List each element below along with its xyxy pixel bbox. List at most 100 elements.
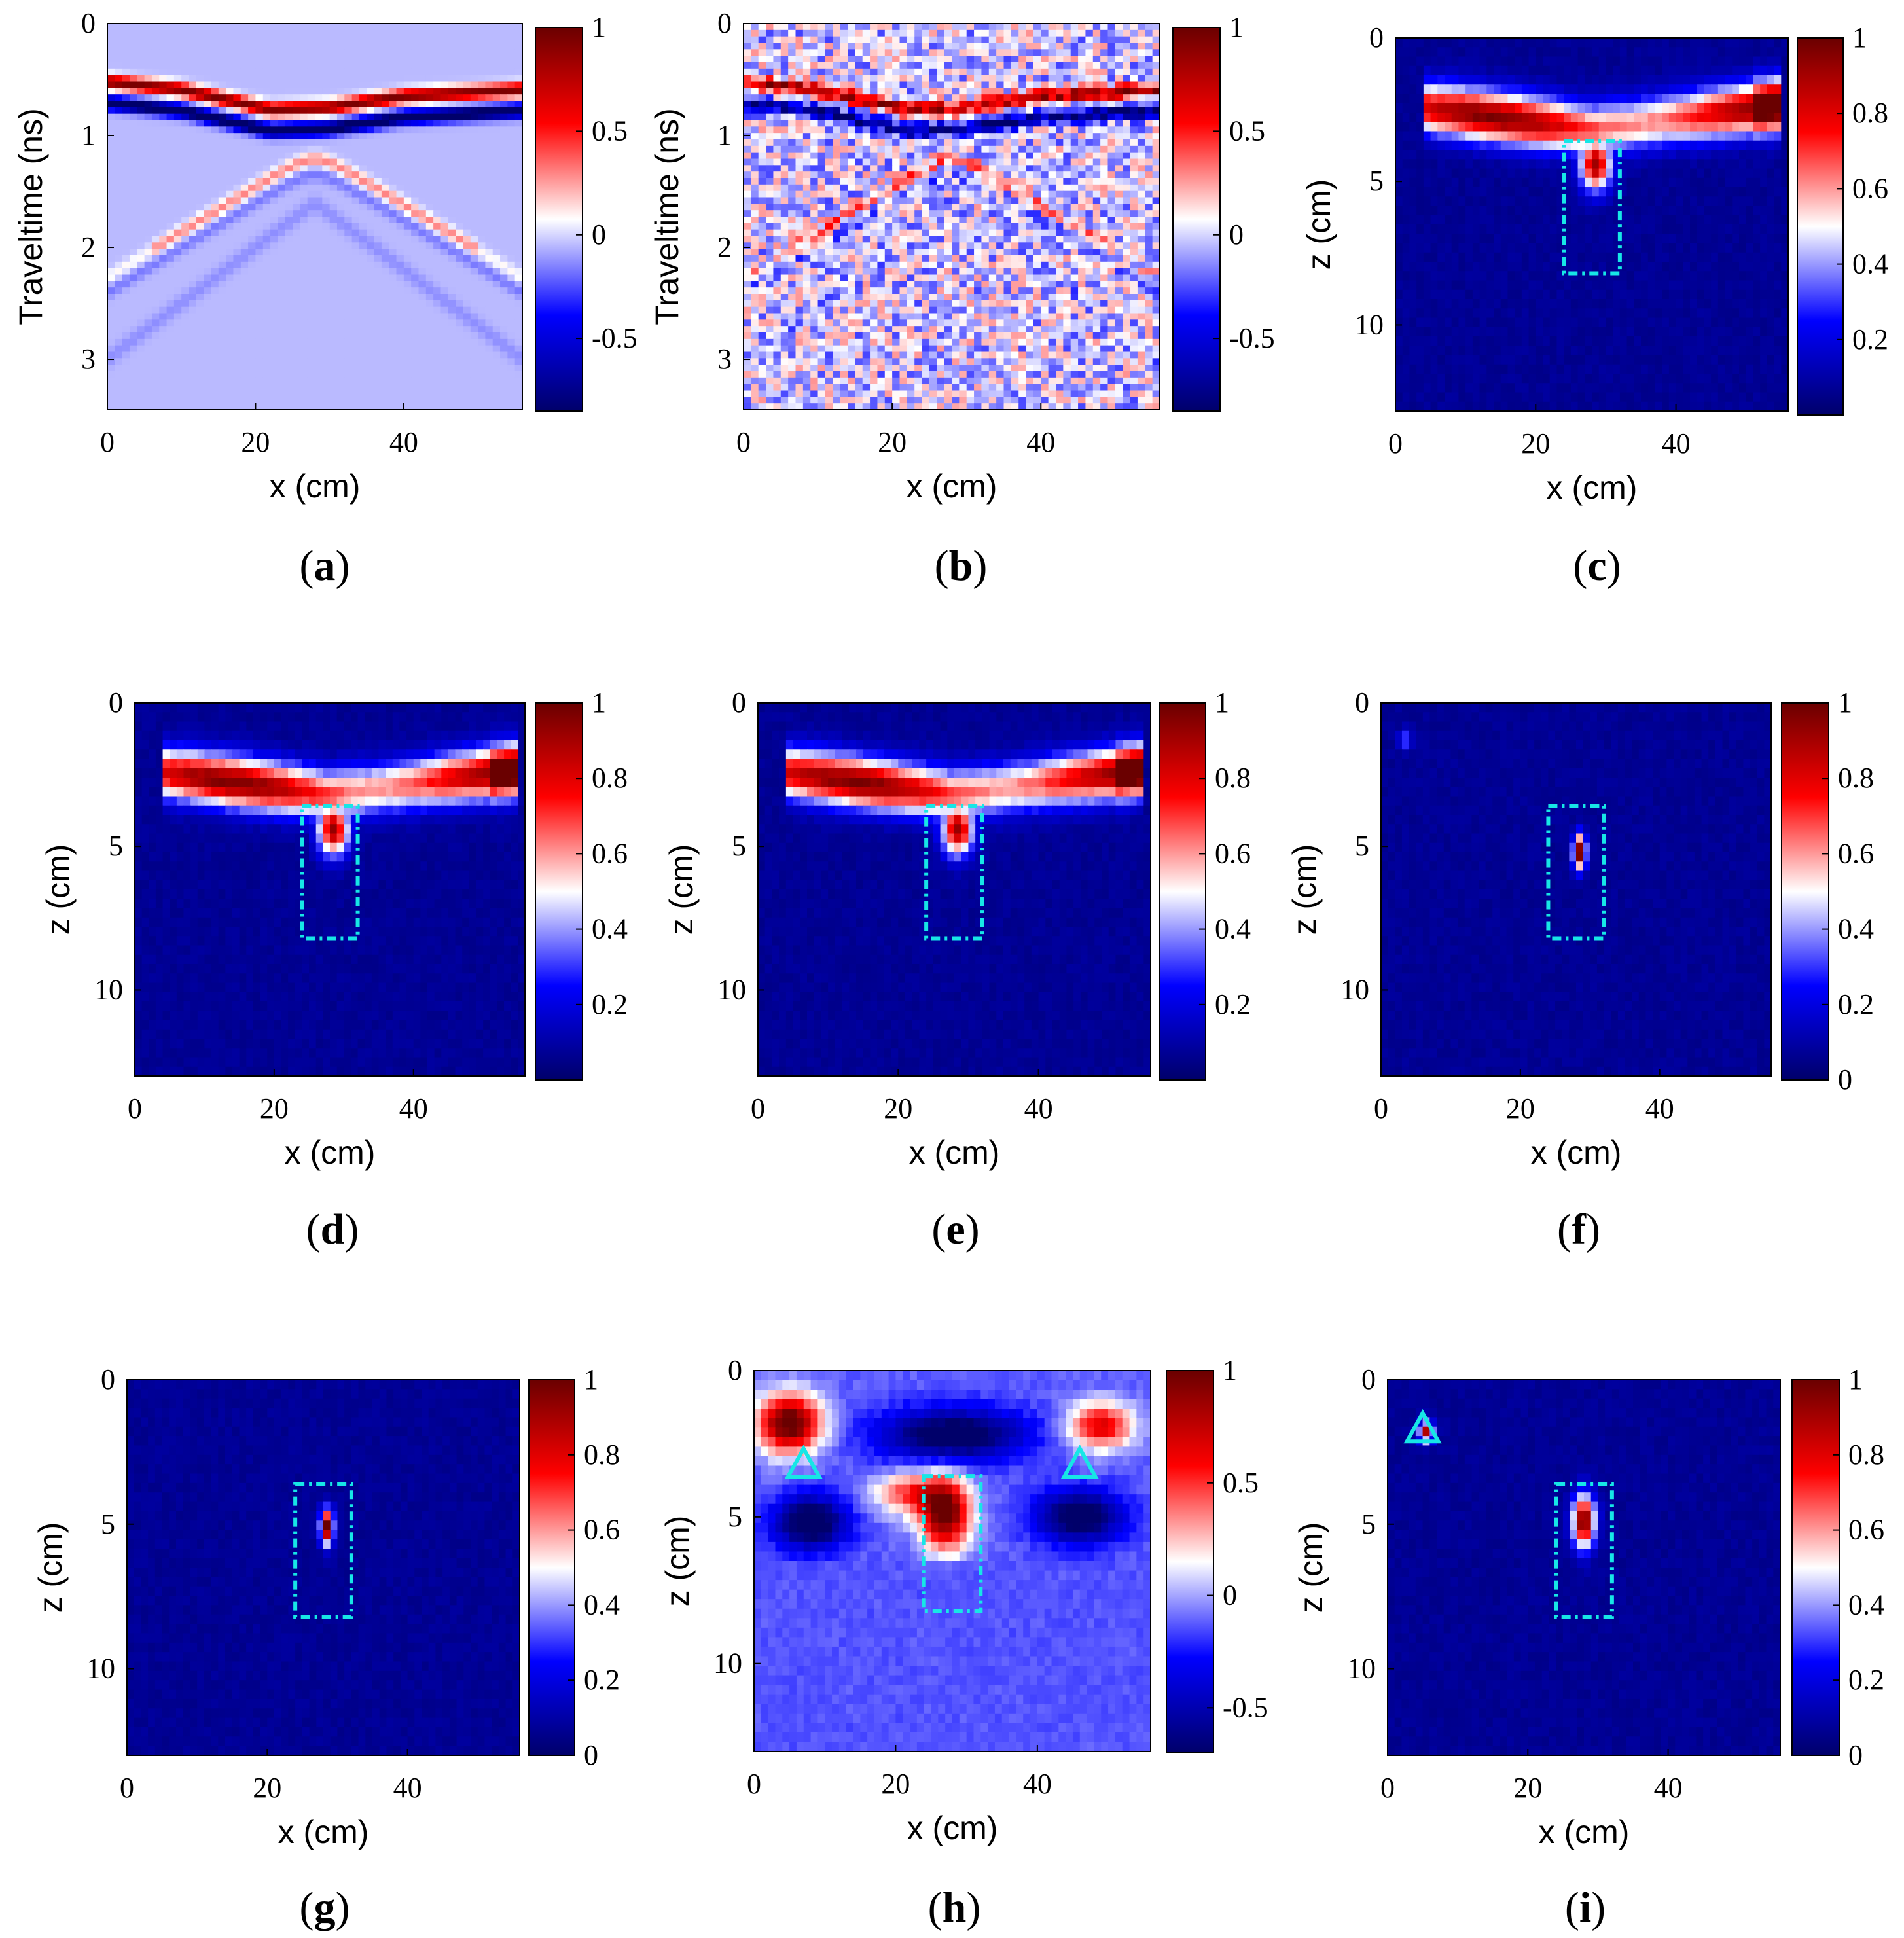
x-tick-label: 40 — [1024, 1092, 1053, 1124]
panel-caption: (f) — [1557, 1206, 1600, 1253]
x-tick-label: 20 — [260, 1092, 289, 1124]
colorbar-tick-label: -0.5 — [592, 322, 638, 354]
panel-h: 0 20 40 0 5 10 x (cm) z (cm) 1 0.5 0 -0.5 (h) — [659, 1354, 1268, 1931]
colorbar-tick-label: 0 — [1848, 1739, 1863, 1771]
x-axis-label: x (cm) — [270, 468, 361, 505]
x-axis-label: x (cm) — [278, 1814, 369, 1850]
colorbar-tick-label: 0.6 — [1215, 837, 1251, 869]
y-axis-label: Traveltime (ns) — [12, 108, 49, 325]
y-tick-label: 10 — [1347, 1653, 1376, 1685]
y-tick-label: 5 — [728, 1501, 742, 1533]
y-axis-label: z (cm) — [40, 844, 77, 935]
y-axis-label: z (cm) — [659, 1516, 696, 1607]
panel-i: 0 20 40 0 5 10 x (cm) z (cm) 1 0.8 0.6 0.4 0.2 0 (i) — [1293, 1363, 1884, 1931]
y-tick-label: 1 — [81, 119, 96, 151]
y-tick-label: 3 — [81, 343, 96, 375]
colorbar-tick-label: 0.5 — [1229, 115, 1265, 147]
heatmap-c — [1395, 38, 1789, 412]
x-axis-label: x (cm) — [1531, 1134, 1622, 1171]
y-axis-label: z (cm) — [1286, 844, 1323, 935]
x-axis-label: x (cm) — [285, 1134, 376, 1171]
y-tick-label: 5 — [101, 1508, 115, 1540]
y-tick-label: 0 — [1369, 22, 1384, 54]
colorbar-tick-label: 1 — [1229, 11, 1244, 43]
colorbar-tick-label: 0.2 — [1215, 988, 1251, 1020]
colorbar-tick-label: 1 — [1223, 1354, 1237, 1386]
colorbar-tick-label: 1 — [1838, 687, 1852, 719]
panel-caption: (g) — [300, 1884, 350, 1931]
plot-frame-e — [757, 702, 1151, 1077]
y-axis-label: z (cm) — [1301, 179, 1337, 270]
y-tick-label: 2 — [717, 231, 732, 263]
colorbar-tick-label: 1 — [1848, 1363, 1863, 1395]
colorbar-g — [528, 1379, 575, 1756]
panel-a: 0 20 40 0 1 2 3 x (cm) Traveltime (ns) 1 0.5 0 -0.5 (… — [12, 7, 638, 590]
plot-frame-b — [743, 23, 1160, 410]
panel-e: 0 20 40 0 5 10 x (cm) z (cm) 1 0.8 0.6 0.4 0.2 (e) — [663, 687, 1251, 1253]
colorbar-i — [1791, 1379, 1840, 1756]
colorbar-tick-label: 1 — [1852, 22, 1867, 54]
x-tick-label: 0 — [747, 1768, 761, 1800]
x-tick-label: 40 — [1654, 1772, 1683, 1804]
colorbar-tick-label: 0.4 — [1848, 1588, 1884, 1621]
target-box — [300, 804, 360, 941]
heatmap-b — [744, 24, 1160, 410]
colorbar-tick-label: 0 — [1838, 1064, 1852, 1096]
colorbar-c — [1797, 37, 1844, 416]
colorbar-tick-label: 0.8 — [584, 1439, 620, 1471]
x-tick-label: 0 — [1388, 427, 1403, 459]
x-tick-label: 20 — [241, 426, 270, 458]
y-tick-label: 0 — [109, 687, 123, 719]
x-tick-label: 40 — [389, 426, 418, 458]
colorbar-tick-label: 0 — [1229, 219, 1244, 251]
panel-f: 0 20 40 0 5 10 x (cm) z (cm) 1 0.8 0.6 0.4 0.2 0 (f) — [1286, 687, 1874, 1253]
colorbar-tick-label: 0.8 — [1838, 762, 1874, 794]
panel-caption: (e) — [931, 1206, 979, 1253]
colorbar-tick-label: 0.4 — [592, 913, 628, 945]
target-box — [293, 1481, 353, 1619]
x-tick-label: 20 — [878, 426, 907, 458]
x-tick-label: 20 — [1513, 1772, 1542, 1804]
heatmap-a — [107, 24, 523, 410]
panel-d: 0 20 40 0 5 10 x (cm) z (cm) 1 0.8 0.6 0.4 0.2 (d) — [40, 687, 628, 1253]
colorbar-tick-label: 0.2 — [592, 988, 628, 1020]
colorbar-b — [1172, 27, 1221, 412]
y-tick-label: 5 — [1369, 165, 1384, 197]
x-tick-label: 0 — [100, 426, 115, 458]
target-box — [924, 804, 984, 941]
y-tick-label: 2 — [81, 231, 96, 263]
colorbar-tick-label: 0.4 — [584, 1588, 620, 1621]
x-tick-label: 0 — [1380, 1772, 1395, 1804]
x-tick-label: 20 — [1521, 427, 1550, 459]
y-tick-label: 0 — [728, 1354, 742, 1386]
colorbar-tick-label: 0 — [1223, 1579, 1237, 1611]
triangle-marker — [784, 1445, 823, 1479]
target-box — [1562, 139, 1622, 276]
y-tick-label: 0 — [717, 7, 732, 39]
colorbar-tick-label: -0.5 — [1229, 322, 1275, 354]
x-tick-label: 40 — [393, 1772, 422, 1804]
y-axis-label: z (cm) — [32, 1522, 69, 1613]
y-tick-label: 10 — [713, 1647, 742, 1679]
target-box — [1546, 804, 1606, 941]
y-tick-label: 0 — [81, 7, 96, 39]
x-axis-label: x (cm) — [907, 468, 997, 505]
panel-caption: (a) — [300, 542, 350, 590]
plot-frame-a — [107, 23, 523, 410]
x-tick-label: 40 — [1662, 427, 1691, 459]
y-tick-label: 5 — [1355, 830, 1369, 862]
x-tick-label: 20 — [884, 1092, 912, 1124]
y-tick-label: 0 — [101, 1363, 115, 1395]
plot-frame-c — [1395, 37, 1789, 412]
heatmap-i — [1388, 1380, 1781, 1756]
plot-frame-f — [1380, 702, 1772, 1077]
x-tick-label: 20 — [253, 1772, 281, 1804]
y-axis-label: z (cm) — [663, 844, 700, 935]
panel-caption: (h) — [928, 1884, 981, 1931]
triangle-marker — [1403, 1409, 1442, 1444]
y-tick-label: 10 — [1340, 973, 1369, 1005]
x-tick-label: 0 — [1374, 1092, 1388, 1124]
x-tick-label: 20 — [881, 1768, 910, 1800]
panel-caption: (d) — [306, 1206, 359, 1253]
colorbar-tick-label: 0.2 — [1852, 323, 1888, 355]
